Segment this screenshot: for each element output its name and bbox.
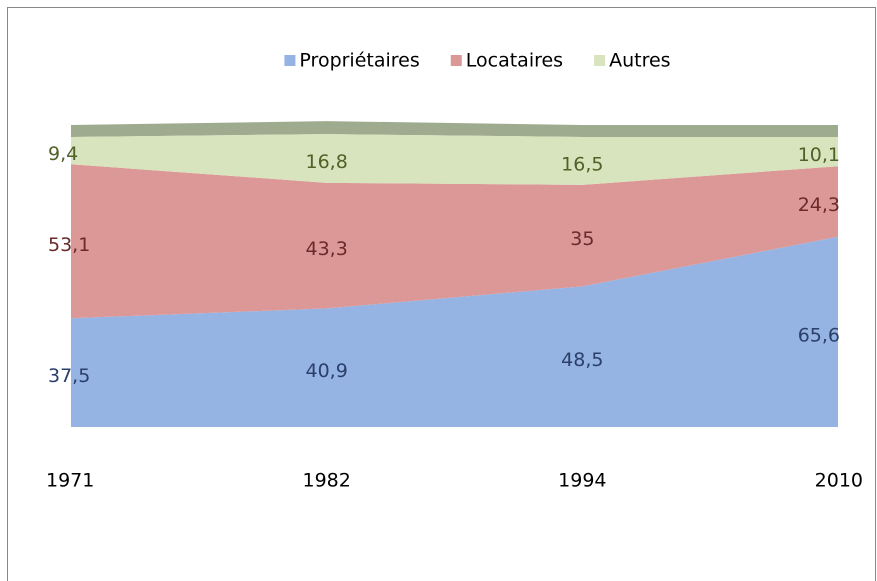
data-label: 16,5: [561, 153, 603, 175]
legend-label: Autres: [609, 50, 670, 72]
x-tick-label: 2010: [815, 470, 863, 492]
area: [71, 164, 838, 319]
legend-label: Locataires: [466, 50, 563, 72]
area: [71, 236, 838, 427]
data-label: 37,5: [48, 365, 90, 387]
area-top-band: [71, 121, 838, 137]
legend-swatch: [594, 55, 606, 66]
data-label: 9,4: [48, 143, 78, 165]
data-label: 48,5: [561, 349, 603, 371]
x-tick-label: 1994: [558, 470, 606, 492]
data-label: 65,6: [798, 324, 840, 346]
legend-swatch: [284, 55, 296, 66]
legend-swatch: [450, 55, 462, 66]
data-label: 40,9: [306, 360, 348, 382]
area: [71, 134, 838, 185]
data-label: 24,3: [798, 194, 840, 216]
data-label: 43,3: [306, 238, 348, 260]
data-label: 35: [570, 228, 594, 250]
x-tick-label: 1982: [302, 470, 350, 492]
x-tick-label: 1971: [46, 470, 94, 492]
data-label: 10,1: [798, 144, 840, 166]
data-label: 16,8: [306, 151, 348, 173]
legend-label: Propriétaires: [299, 50, 419, 72]
data-label: 53,1: [48, 234, 90, 256]
